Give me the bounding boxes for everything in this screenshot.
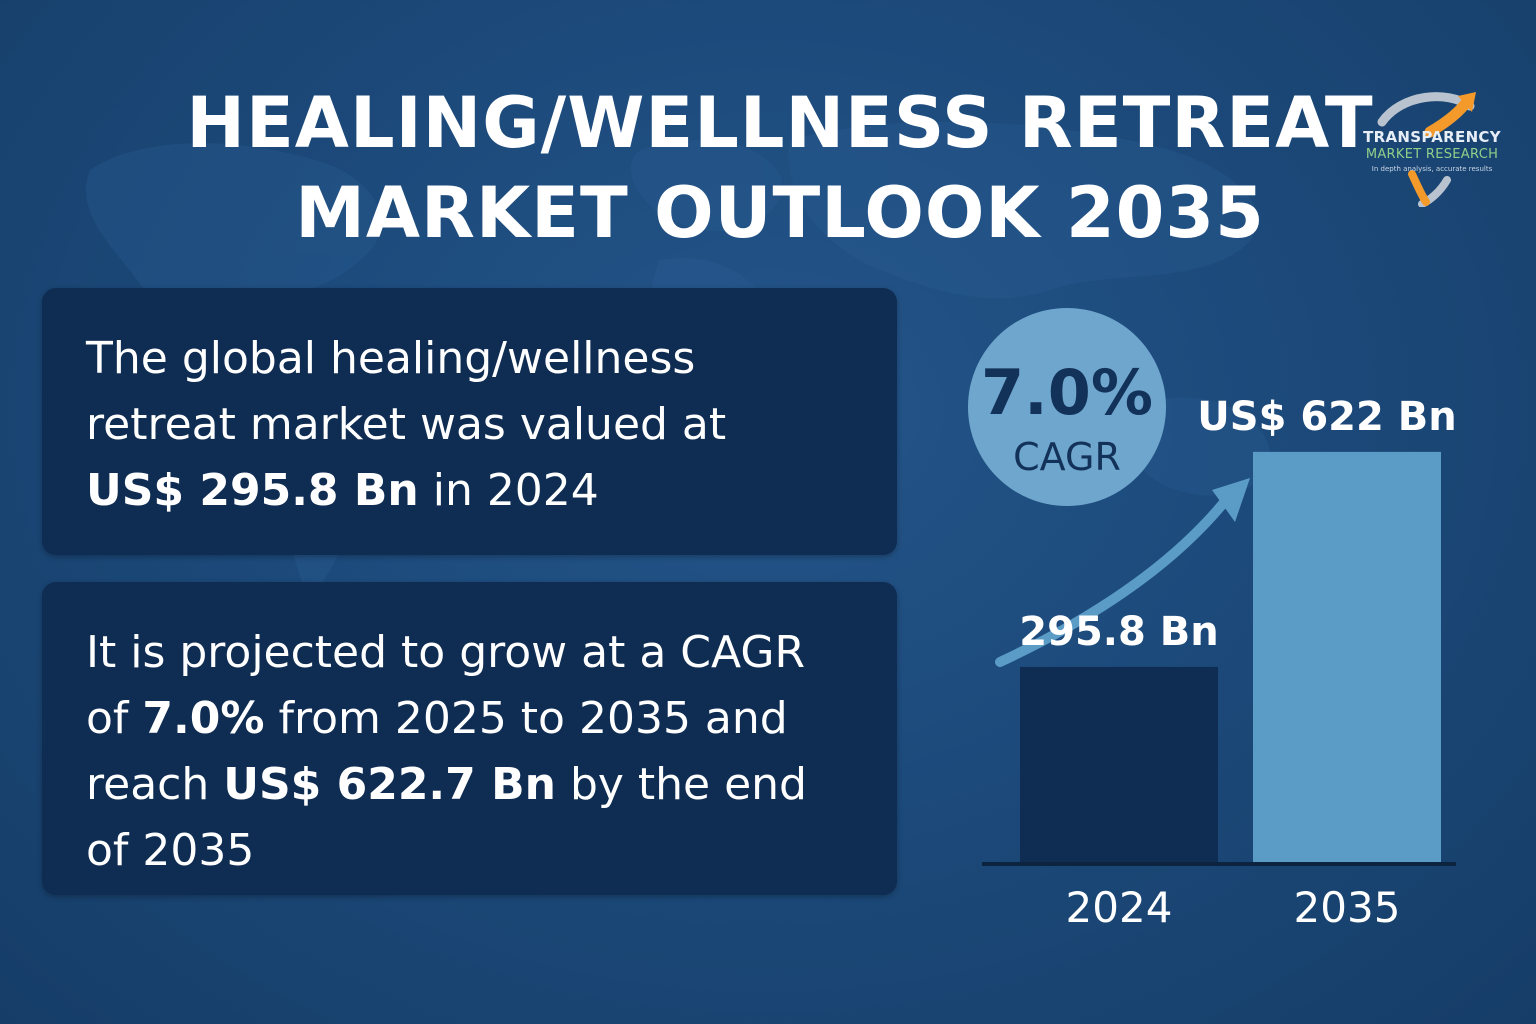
projection-line-3: reach US$ 622.7 Bn by the end	[86, 752, 876, 818]
valuation-line-3: US$ 295.8 Bn in 2024	[86, 458, 876, 524]
projection-2035-value: US$ 622.7 Bn	[223, 759, 556, 810]
cagr-badge-value: 7.0%	[981, 356, 1153, 429]
x-tick-2035: 2035	[1294, 883, 1401, 932]
arrow-swoosh-icon	[1377, 92, 1476, 207]
projection-text: It is projected to grow at a CAGR of 7.0…	[86, 620, 876, 884]
projection-of-text: of	[86, 693, 129, 744]
projection-line-1: It is projected to grow at a CAGR	[86, 627, 806, 678]
growth-arrow-head	[1212, 478, 1250, 522]
projection-period-text: from 2025 to 2035 and	[278, 693, 788, 744]
market-bar-chart: 295.8 Bn 2024 US$ 622 Bn 2035	[982, 394, 1457, 932]
valuation-line-2: retreat market was valued at	[86, 399, 727, 450]
projection-cagr-value: 7.0%	[142, 693, 265, 744]
cagr-badge-label: CAGR	[1013, 435, 1121, 479]
x-tick-2024: 2024	[1066, 883, 1173, 932]
valuation-year-text: in 2024	[432, 465, 599, 516]
title-line-1: HEALING/WELLNESS RETREAT	[186, 82, 1374, 164]
bar-2024	[1020, 666, 1218, 862]
logo-name: TRANSPARENCY	[1363, 128, 1501, 146]
data-label-2035: US$ 622 Bn	[1197, 394, 1456, 440]
projection-card: It is projected to grow at a CAGR of 7.0…	[42, 582, 897, 895]
logo-subtitle: MARKET RESEARCH	[1365, 147, 1499, 162]
valuation-card: The global healing/wellness retreat mark…	[42, 288, 897, 555]
valuation-line-1: The global healing/wellness	[86, 333, 696, 384]
company-logo: TRANSPARENCY MARKET RESEARCH In depth an…	[1352, 92, 1512, 207]
valuation-text: The global healing/wellness retreat mark…	[86, 326, 876, 524]
logo-tagline: In depth analysis, accurate results	[1371, 165, 1493, 173]
bar-2035	[1253, 451, 1441, 862]
growth-arrow-icon	[995, 490, 1235, 667]
projection-reach-text: reach	[86, 759, 210, 810]
projection-line-4: of 2035	[86, 825, 255, 876]
projection-end-text: by the end	[569, 759, 807, 810]
cagr-badge: 7.0% CAGR	[968, 308, 1166, 506]
data-label-2024: 295.8 Bn	[1019, 609, 1218, 655]
page-title: HEALING/WELLNESS RETREAT MARKET OUTLOOK …	[0, 78, 1536, 258]
projection-line-2: of 7.0% from 2025 to 2035 and	[86, 686, 876, 752]
valuation-2024-value: US$ 295.8 Bn	[86, 465, 419, 516]
title-line-2: MARKET OUTLOOK 2035	[295, 172, 1265, 254]
